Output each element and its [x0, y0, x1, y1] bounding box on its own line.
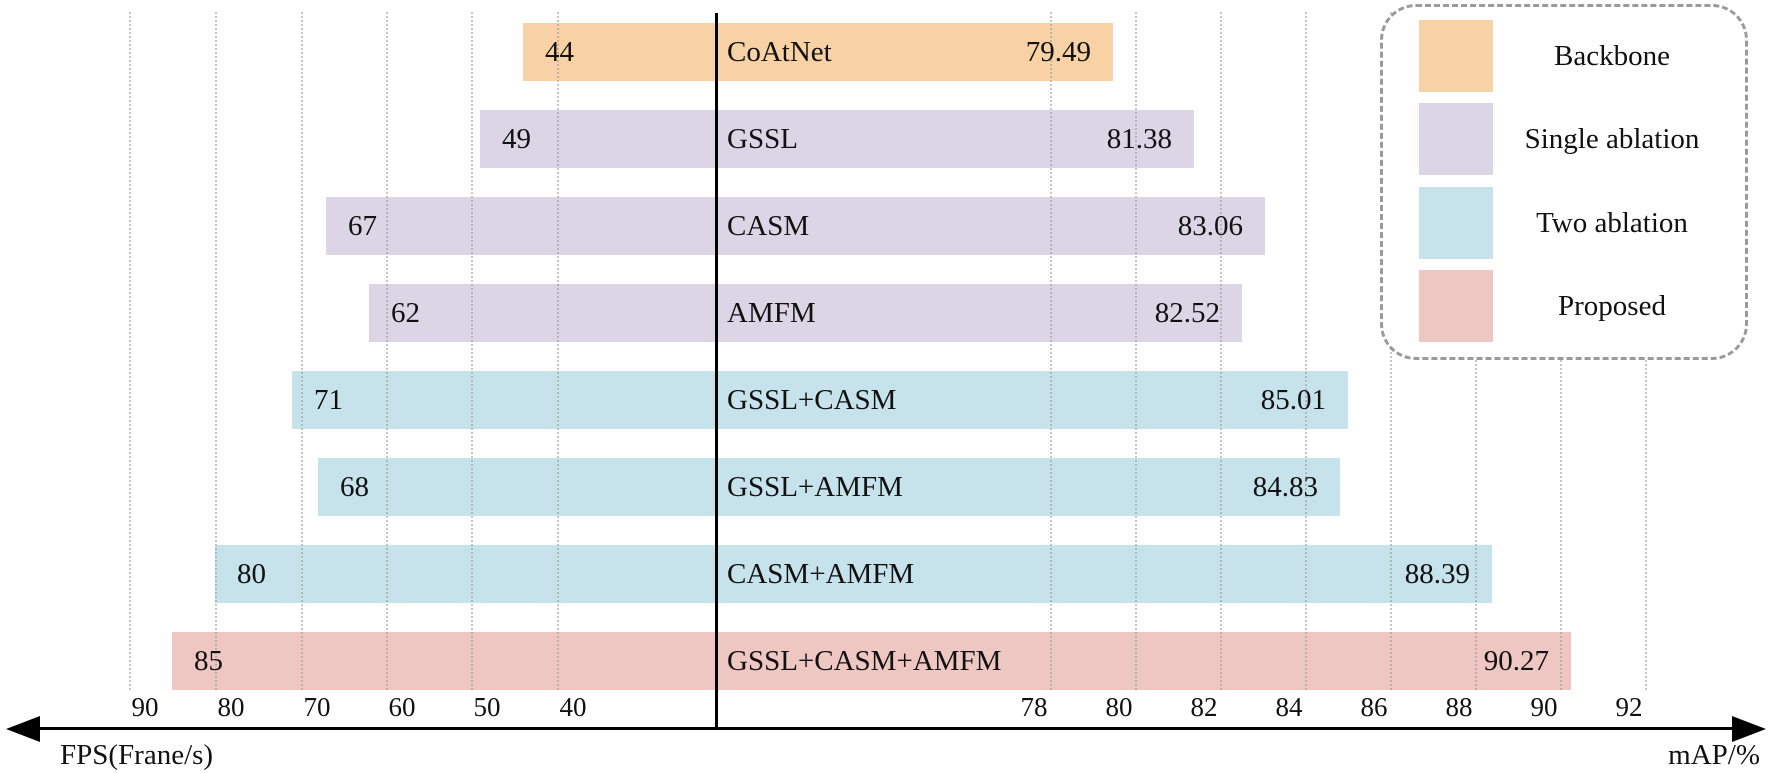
fps-value-label: 71: [314, 384, 343, 416]
fps-value-label: 85: [194, 645, 223, 677]
right-arrowhead-icon: [1732, 716, 1766, 742]
gridline-map-86: [1390, 12, 1392, 690]
tick-label-map-88: 88: [1445, 692, 1473, 722]
fps-value-label: 68: [340, 471, 369, 503]
fps-value-label: 62: [391, 297, 420, 329]
legend-swatch-icon: [1419, 269, 1493, 342]
fps-axis-title: FPS(Frane/s): [60, 739, 214, 771]
model-name-label: CASM+AMFM: [727, 558, 915, 590]
map-value-label: 85.01: [1260, 384, 1326, 416]
gridline-map-82: [1220, 12, 1222, 690]
tick-label-map-80: 80: [1105, 692, 1133, 722]
gridline-map-84: [1305, 12, 1307, 690]
bar-CASM: [326, 197, 1265, 255]
model-name-label: GSSL+AMFM: [727, 471, 903, 503]
map-axis-title: mAP/%: [1668, 739, 1760, 771]
map-value-label: 90.27: [1483, 645, 1549, 677]
map-value-label: 82.52: [1154, 297, 1220, 329]
legend-item: Two ablation: [1397, 184, 1731, 262]
bar-CASM+AMFM: [215, 545, 1492, 603]
model-name-label: GSSL+CASM: [727, 384, 897, 416]
legend-item: Proposed: [1397, 267, 1731, 345]
bar-GSSL+AMFM: [318, 458, 1340, 516]
gridline-fps-80: [215, 12, 217, 690]
gridline-fps-60: [386, 12, 388, 690]
bar-GSSL: [480, 110, 1194, 168]
tick-label-fps-90: 90: [131, 692, 159, 722]
legend-item-label: Backbone: [1554, 40, 1670, 72]
gridline-map-80: [1135, 12, 1137, 690]
model-name-label: GSSL+CASM+AMFM: [727, 645, 1002, 677]
model-name-label: CASM: [727, 210, 810, 242]
tick-label-map-90: 90: [1530, 692, 1558, 722]
legend-item-label: Single ablation: [1524, 123, 1700, 156]
fps-value-label: 80: [237, 558, 266, 590]
legend-item: Backbone: [1397, 17, 1731, 95]
tick-label-map-84: 84: [1275, 692, 1303, 722]
left-arrowhead-icon: [6, 716, 40, 742]
tick-label-fps-50: 50: [473, 692, 501, 722]
bar-GSSL+CASM: [292, 371, 1348, 429]
model-name-label: GSSL: [727, 123, 798, 155]
gridline-fps-70: [301, 12, 303, 690]
tick-label-fps-60: 60: [388, 692, 416, 722]
gridline-map-78: [1050, 12, 1052, 690]
map-value-label: 79.49: [1025, 36, 1091, 68]
model-name-label: CoAtNet: [727, 36, 832, 68]
gridline-fps-40: [557, 12, 559, 690]
legend-item: Single ablation: [1397, 100, 1731, 178]
fps-value-label: 44: [545, 36, 574, 68]
fps-value-label: 67: [348, 210, 377, 242]
legend: Backbone Single ablation Two ablation Propo…: [1380, 4, 1748, 360]
legend-item-label: Proposed: [1558, 289, 1666, 322]
map-value-label: 83.06: [1177, 210, 1243, 242]
bar-GSSL+CASM+AMFM: [172, 632, 1571, 690]
model-name-label: AMFM: [727, 297, 816, 329]
fps-value-label: 49: [502, 123, 531, 155]
gridline-fps-90: [129, 12, 131, 690]
map-value-label: 88.39: [1404, 558, 1470, 590]
map-value-label: 84.83: [1252, 471, 1318, 503]
legend-swatch-icon: [1419, 20, 1493, 92]
tick-label-map-92: 92: [1615, 692, 1643, 722]
tick-label-map-78: 78: [1020, 692, 1048, 722]
x-axis-line: [30, 727, 1742, 730]
bar-AMFM: [369, 284, 1242, 342]
tick-label-map-86: 86: [1360, 692, 1388, 722]
gridline-fps-50: [471, 12, 473, 690]
legend-swatch-icon: [1419, 103, 1493, 176]
tick-label-fps-80: 80: [217, 692, 245, 722]
bar-CoAtNet: [523, 23, 1113, 81]
legend-item-label: Two ablation: [1536, 206, 1688, 239]
tick-label-map-82: 82: [1190, 692, 1218, 722]
center-axis-line: [715, 13, 718, 730]
map-value-label: 81.38: [1106, 123, 1172, 155]
tick-label-fps-40: 40: [559, 692, 587, 722]
tick-label-fps-70: 70: [303, 692, 331, 722]
legend-swatch-icon: [1419, 186, 1493, 259]
